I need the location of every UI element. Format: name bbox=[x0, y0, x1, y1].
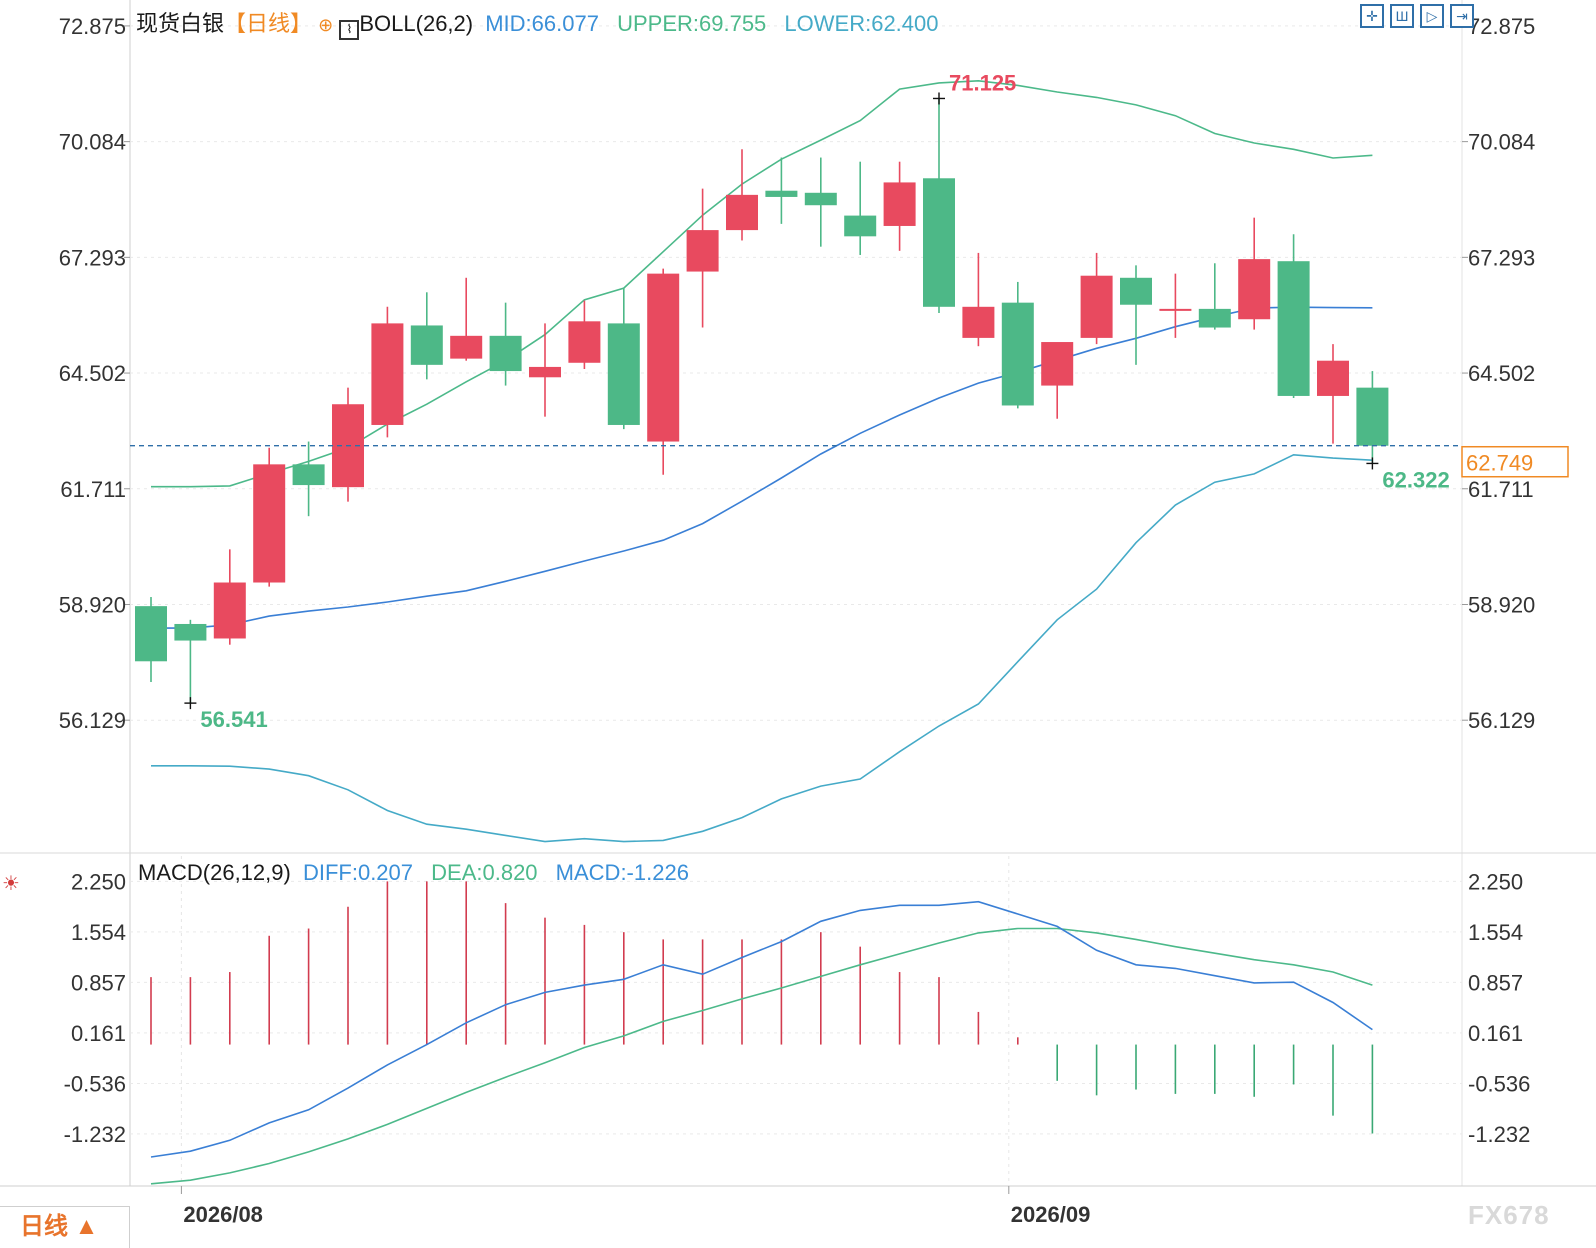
candle-down bbox=[607, 323, 640, 425]
price-tick-label-right: 61.711 bbox=[1468, 477, 1534, 502]
price-tick-label-right: 64.502 bbox=[1468, 361, 1535, 386]
bar-mode-icon[interactable]: Ш bbox=[1390, 4, 1414, 28]
candle-down bbox=[174, 623, 207, 641]
macd-tick-label-right: 2.250 bbox=[1468, 869, 1523, 894]
price-tick-label-left: 70.084 bbox=[59, 130, 126, 155]
globe-icon[interactable]: ⊕ bbox=[318, 15, 334, 35]
candle-up bbox=[1238, 259, 1271, 320]
macd-tick-label-right: 0.857 bbox=[1468, 970, 1523, 995]
last-price-label: 62.749 bbox=[1466, 451, 1533, 476]
price-tick-label-left: 64.502 bbox=[59, 361, 126, 386]
boll-mid-line bbox=[151, 306, 1373, 629]
price-tick-label-left: 67.293 bbox=[59, 245, 126, 270]
candle-down bbox=[1356, 387, 1389, 446]
candle-up bbox=[647, 273, 680, 442]
price-tick-label-left: 58.920 bbox=[59, 592, 126, 617]
candle-down bbox=[1120, 277, 1152, 305]
instrument-name: 现货白银 bbox=[136, 11, 225, 36]
macd-dea-value: DEA:0.820 bbox=[431, 860, 538, 885]
candle-up bbox=[371, 323, 404, 425]
chart-toolbar: ✛ Ш ▷ ⇥ bbox=[1360, 4, 1474, 28]
macd-tick-label-left: -0.536 bbox=[64, 1071, 126, 1096]
candle-up bbox=[1080, 275, 1113, 338]
boll-upper-value: UPPER:69.755 bbox=[617, 11, 767, 36]
macd-diff-line bbox=[150, 900, 1373, 1158]
indicator-settings-icon[interactable]: ☀ bbox=[2, 873, 20, 895]
macd-tick-label-right: 0.161 bbox=[1468, 1021, 1523, 1046]
boll-mid-value: MID:66.077 bbox=[485, 11, 599, 36]
time-tick-label: 2026/08 bbox=[183, 1202, 263, 1227]
candle-up bbox=[883, 182, 916, 226]
candle-up bbox=[568, 321, 601, 363]
macd-label: MACD(26,12,9) bbox=[138, 860, 291, 885]
time-tick-label: 2026/09 bbox=[1011, 1202, 1091, 1227]
candle-down bbox=[1277, 261, 1310, 396]
boll-label: BOLL(26,2) bbox=[359, 11, 474, 36]
candle-down bbox=[765, 190, 798, 197]
macd-tick-label-right: 1.554 bbox=[1468, 920, 1523, 945]
jump-end-icon[interactable]: ⇥ bbox=[1450, 4, 1474, 28]
last-price-tag bbox=[1461, 445, 1569, 478]
price-tick-label-right: 56.129 bbox=[1468, 708, 1535, 733]
price-tick-label-right: 58.920 bbox=[1468, 592, 1535, 617]
candle-down bbox=[292, 464, 325, 486]
macd-hist-value: MACD:-1.226 bbox=[555, 860, 689, 885]
macd-diff-value: DIFF:0.207 bbox=[302, 860, 414, 885]
candle-down bbox=[410, 325, 443, 365]
extreme-label: 62.322 bbox=[1382, 467, 1449, 492]
macd-tick-label-right: -0.536 bbox=[1468, 1071, 1530, 1096]
candle-down bbox=[1198, 308, 1231, 328]
macd-header: MACD(26,12,9) DIFF:0.207 DEA:0.820 MACD:… bbox=[138, 860, 689, 886]
period-select-button[interactable]: 日线 ▲ bbox=[0, 1206, 130, 1248]
boll-lower-line bbox=[151, 453, 1373, 843]
macd-tick-label-left: 2.250 bbox=[71, 869, 126, 894]
price-tick-label-right: 70.084 bbox=[1468, 130, 1535, 155]
candle-down bbox=[489, 335, 522, 372]
extreme-label: 71.125 bbox=[949, 70, 1016, 95]
extreme-label: 56.541 bbox=[200, 707, 267, 732]
candle-up bbox=[1159, 308, 1192, 311]
candle-down bbox=[804, 192, 837, 206]
crosshair-icon[interactable]: ✛ bbox=[1360, 4, 1384, 28]
macd-tick-label-right: -1.232 bbox=[1468, 1122, 1530, 1147]
candle-up bbox=[450, 335, 483, 359]
macd-tick-label-left: 1.554 bbox=[71, 920, 126, 945]
price-tick-label-right: 72.875 bbox=[1468, 14, 1535, 39]
macd-dea-line bbox=[150, 927, 1373, 1185]
macd-tick-label-left: -1.232 bbox=[64, 1122, 126, 1147]
indicator-chart-icon[interactable]: ⌇ bbox=[339, 20, 360, 40]
candle-down bbox=[923, 178, 955, 307]
candle-up bbox=[1317, 360, 1349, 396]
chart-header: 现货白银【日线】 ⊕ ⌇ BOLL(26,2) MID:66.077 UPPER:… bbox=[136, 6, 939, 40]
price-tick-label-left: 61.711 bbox=[60, 477, 126, 502]
macd-tick-label-left: 0.857 bbox=[71, 970, 126, 995]
boll-lower-value: LOWER:62.400 bbox=[784, 11, 939, 36]
candle-up bbox=[726, 194, 758, 231]
candle-down bbox=[135, 606, 167, 662]
price-tick-label-right: 67.293 bbox=[1468, 245, 1535, 270]
price-tick-label-left: 56.129 bbox=[59, 708, 126, 733]
macd-tick-label-left: 0.161 bbox=[71, 1021, 126, 1046]
candle-up bbox=[1041, 342, 1074, 386]
step-forward-icon[interactable]: ▷ bbox=[1420, 4, 1444, 28]
candle-up bbox=[253, 464, 286, 583]
period-tag: 【日线】 bbox=[224, 11, 313, 36]
candle-down bbox=[844, 215, 877, 237]
candle-up bbox=[529, 366, 561, 378]
brand-watermark: FX678 bbox=[1468, 1200, 1550, 1230]
candle-up bbox=[213, 582, 246, 639]
candle-up bbox=[962, 306, 995, 338]
price-tick-label-left: 72.875 bbox=[59, 14, 126, 39]
candle-up bbox=[686, 230, 719, 272]
candle-down bbox=[1001, 302, 1034, 406]
